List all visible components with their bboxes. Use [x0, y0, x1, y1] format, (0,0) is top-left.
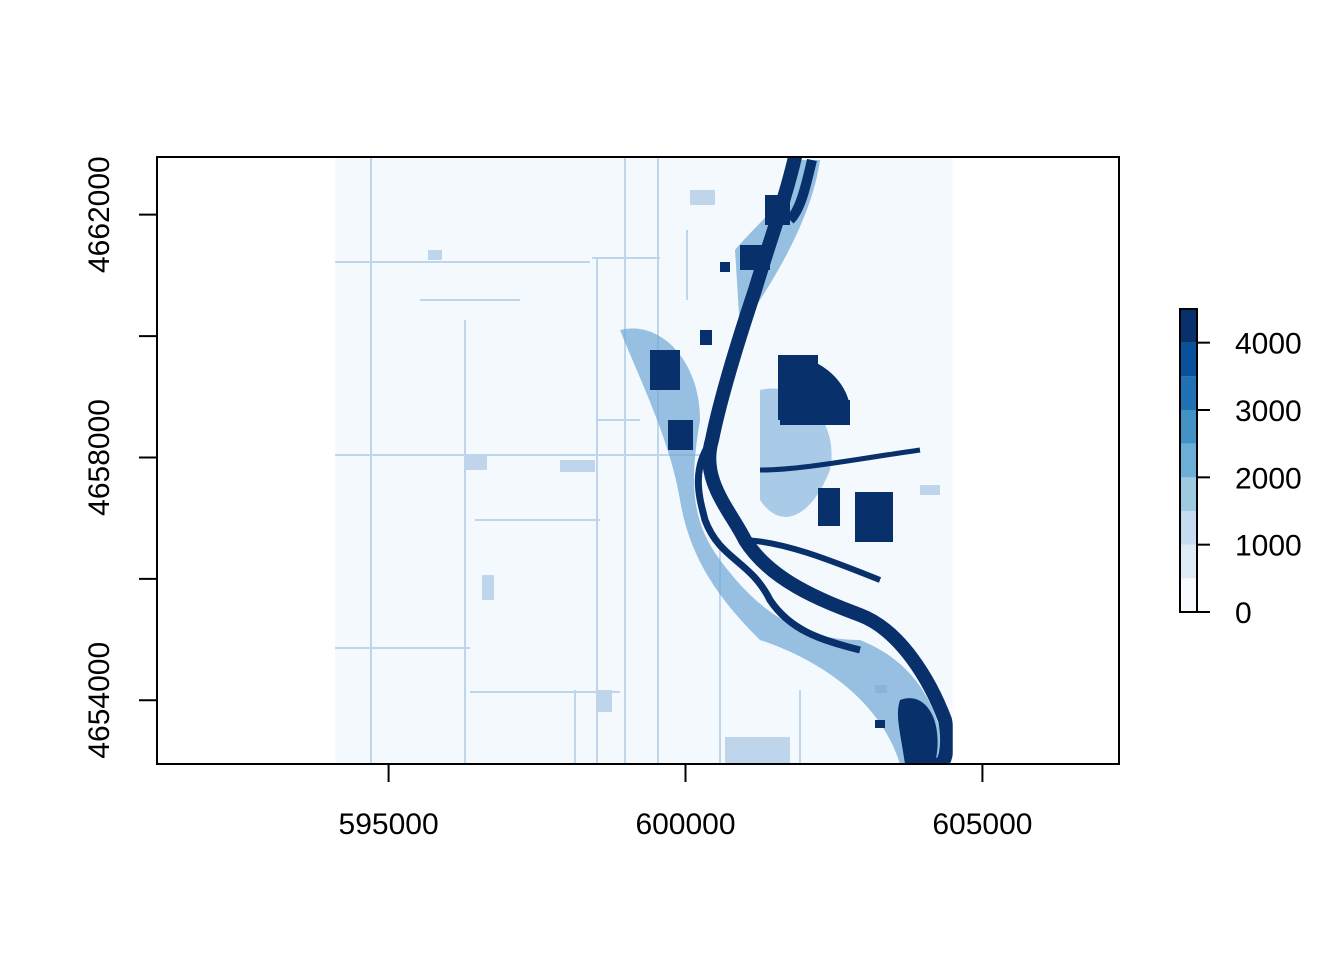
- floodplain-region: [620, 328, 946, 764]
- legend-color-bin: [1180, 578, 1197, 612]
- raster-layers: [335, 157, 953, 764]
- side-channel: [759, 447, 921, 473]
- low-value-patch: [690, 190, 715, 205]
- legend-tick-label: 4000: [1235, 328, 1302, 361]
- plot-frame: [156, 156, 1120, 765]
- low-value-patch: [465, 455, 487, 470]
- legend-color-bin: [1180, 477, 1197, 511]
- high-value-block: [700, 330, 712, 345]
- low-value-patch: [560, 460, 595, 472]
- legend-tick-label: 3000: [1235, 395, 1302, 428]
- x-axis: 595000 600000 605000: [339, 764, 1032, 841]
- legend-color-bin: [1180, 410, 1197, 444]
- low-value-patch: [598, 690, 612, 712]
- high-value-region: [897, 698, 938, 764]
- high-value-block: [790, 355, 850, 425]
- high-value-block: [818, 488, 840, 526]
- legend-color-bin: [1180, 443, 1197, 478]
- y-tick-label: 4654000: [83, 642, 116, 759]
- low-value-patch: [920, 485, 940, 495]
- side-channel: [694, 437, 861, 654]
- legend-tick-label: 2000: [1235, 462, 1302, 495]
- high-value-block: [650, 350, 680, 390]
- color-legend: 0 1000 2000 3000 4000: [1179, 308, 1302, 630]
- legend-color-bin: [1180, 544, 1197, 579]
- y-axis: 4654000 4658000 4662000: [83, 156, 157, 759]
- low-value-patch: [482, 575, 494, 600]
- legend-color-bin: [1180, 376, 1197, 410]
- high-value-block: [875, 720, 885, 728]
- river-channel: [702, 157, 953, 764]
- low-value-patch: [725, 737, 790, 764]
- x-tick-label: 595000: [339, 808, 439, 841]
- legend-color-bin: [1180, 511, 1197, 545]
- high-value-block: [740, 245, 770, 270]
- high-value-block: [855, 492, 893, 542]
- side-channel: [739, 537, 882, 583]
- x-tick-label: 605000: [932, 808, 1032, 841]
- high-value-block: [765, 195, 790, 225]
- legend-tick-label: 1000: [1235, 530, 1302, 563]
- x-tick-label: 600000: [635, 808, 735, 841]
- legend-color-bin: [1180, 309, 1197, 343]
- low-value-patch: [428, 250, 442, 260]
- raster-image: [335, 157, 953, 764]
- y-tick-label: 4658000: [83, 399, 116, 516]
- y-tick-label: 4662000: [83, 156, 116, 273]
- legend-tick-label: 0: [1235, 597, 1252, 630]
- field-boundary-lines: [335, 157, 801, 764]
- legend-color-bin: [1180, 342, 1197, 377]
- high-value-block: [720, 262, 730, 272]
- legend-frame: [1179, 308, 1198, 613]
- river-channel: [786, 158, 817, 224]
- high-value-block: [668, 420, 693, 450]
